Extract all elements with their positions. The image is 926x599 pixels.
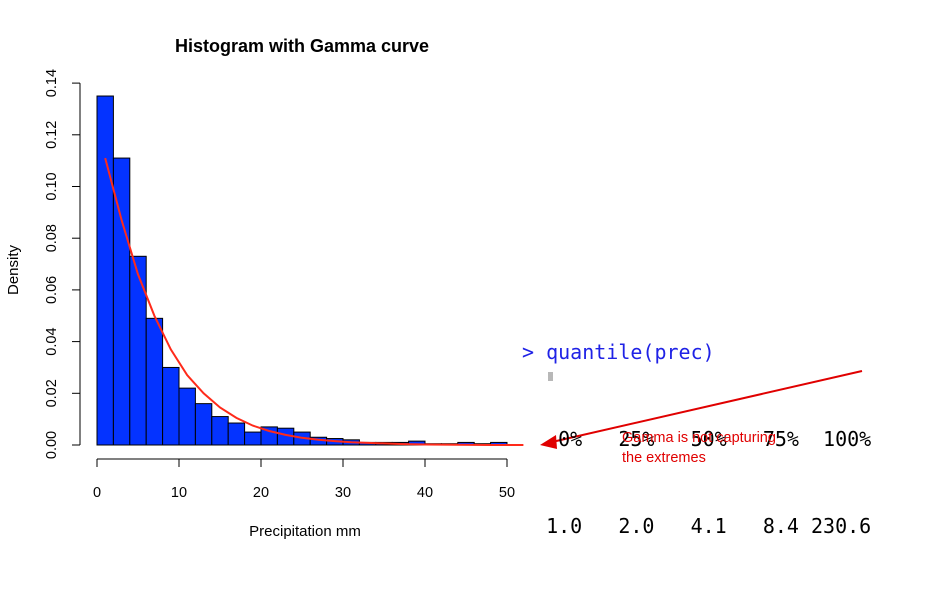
y-axis-label: Density (5, 244, 22, 295)
x-axis-label: Precipitation mm (249, 523, 361, 540)
histogram-bar (145, 317, 164, 446)
y-tick-label: 0.04 (44, 327, 60, 355)
y-tick-label: 0.12 (44, 121, 60, 149)
annotation-line-1: Gamma is not capturing (622, 430, 776, 446)
y-tick-label: 0.06 (44, 276, 60, 304)
x-tick-label: 0 (93, 485, 101, 501)
chart-title: Histogram with Gamma curve (175, 36, 429, 56)
y-tick-label: 0.02 (44, 379, 60, 407)
x-tick-label: 40 (417, 485, 433, 501)
histogram-bar (227, 422, 246, 446)
r-console-output: > quantile(prec) 0% 25% 50% 75% 100% 1.0… (522, 280, 871, 599)
histogram-bar (96, 95, 114, 446)
annotation-line-2: the extremes (622, 450, 706, 466)
gamma-annotation: Gamma is not capturing the extremes (622, 428, 776, 468)
histogram-bar (244, 431, 262, 446)
quantile-header: 0% 25% 50% 75% 100% (522, 427, 872, 451)
gamma-curve (104, 157, 524, 446)
x-tick-label: 30 (335, 485, 351, 501)
console-cursor (548, 372, 553, 381)
histogram-bar (178, 387, 196, 446)
x-tick-label: 50 (499, 485, 515, 501)
y-tick-label: 0.14 (44, 69, 60, 97)
quantile-values: 1.0 2.0 4.1 8.4 230.6 (522, 514, 872, 538)
y-tick-label: 0.10 (44, 172, 60, 200)
histogram-bar (211, 416, 229, 446)
annotation-arrow (540, 370, 863, 449)
y-axis: 0.00 0.02 0.04 0.06 0.08 0.10 0.12 0.14 (44, 69, 81, 459)
gamma-curve-group (104, 157, 524, 446)
console-command: > quantile(prec) (522, 340, 715, 364)
histogram-bars (96, 95, 508, 446)
x-tick-label: 10 (171, 485, 187, 501)
x-tick-label: 20 (253, 485, 269, 501)
arrow-line (551, 370, 863, 443)
histogram-bar (162, 366, 180, 446)
histogram-bar (194, 403, 213, 446)
arrow-head (540, 435, 557, 449)
y-tick-label: 0.08 (44, 224, 60, 252)
histogram-chart: Histogram with Gamma curve Precipitation… (5, 36, 863, 540)
x-axis: 0 10 20 30 40 50 (93, 458, 515, 501)
histogram-bar (129, 255, 147, 446)
y-tick-label: 0.00 (44, 431, 60, 459)
